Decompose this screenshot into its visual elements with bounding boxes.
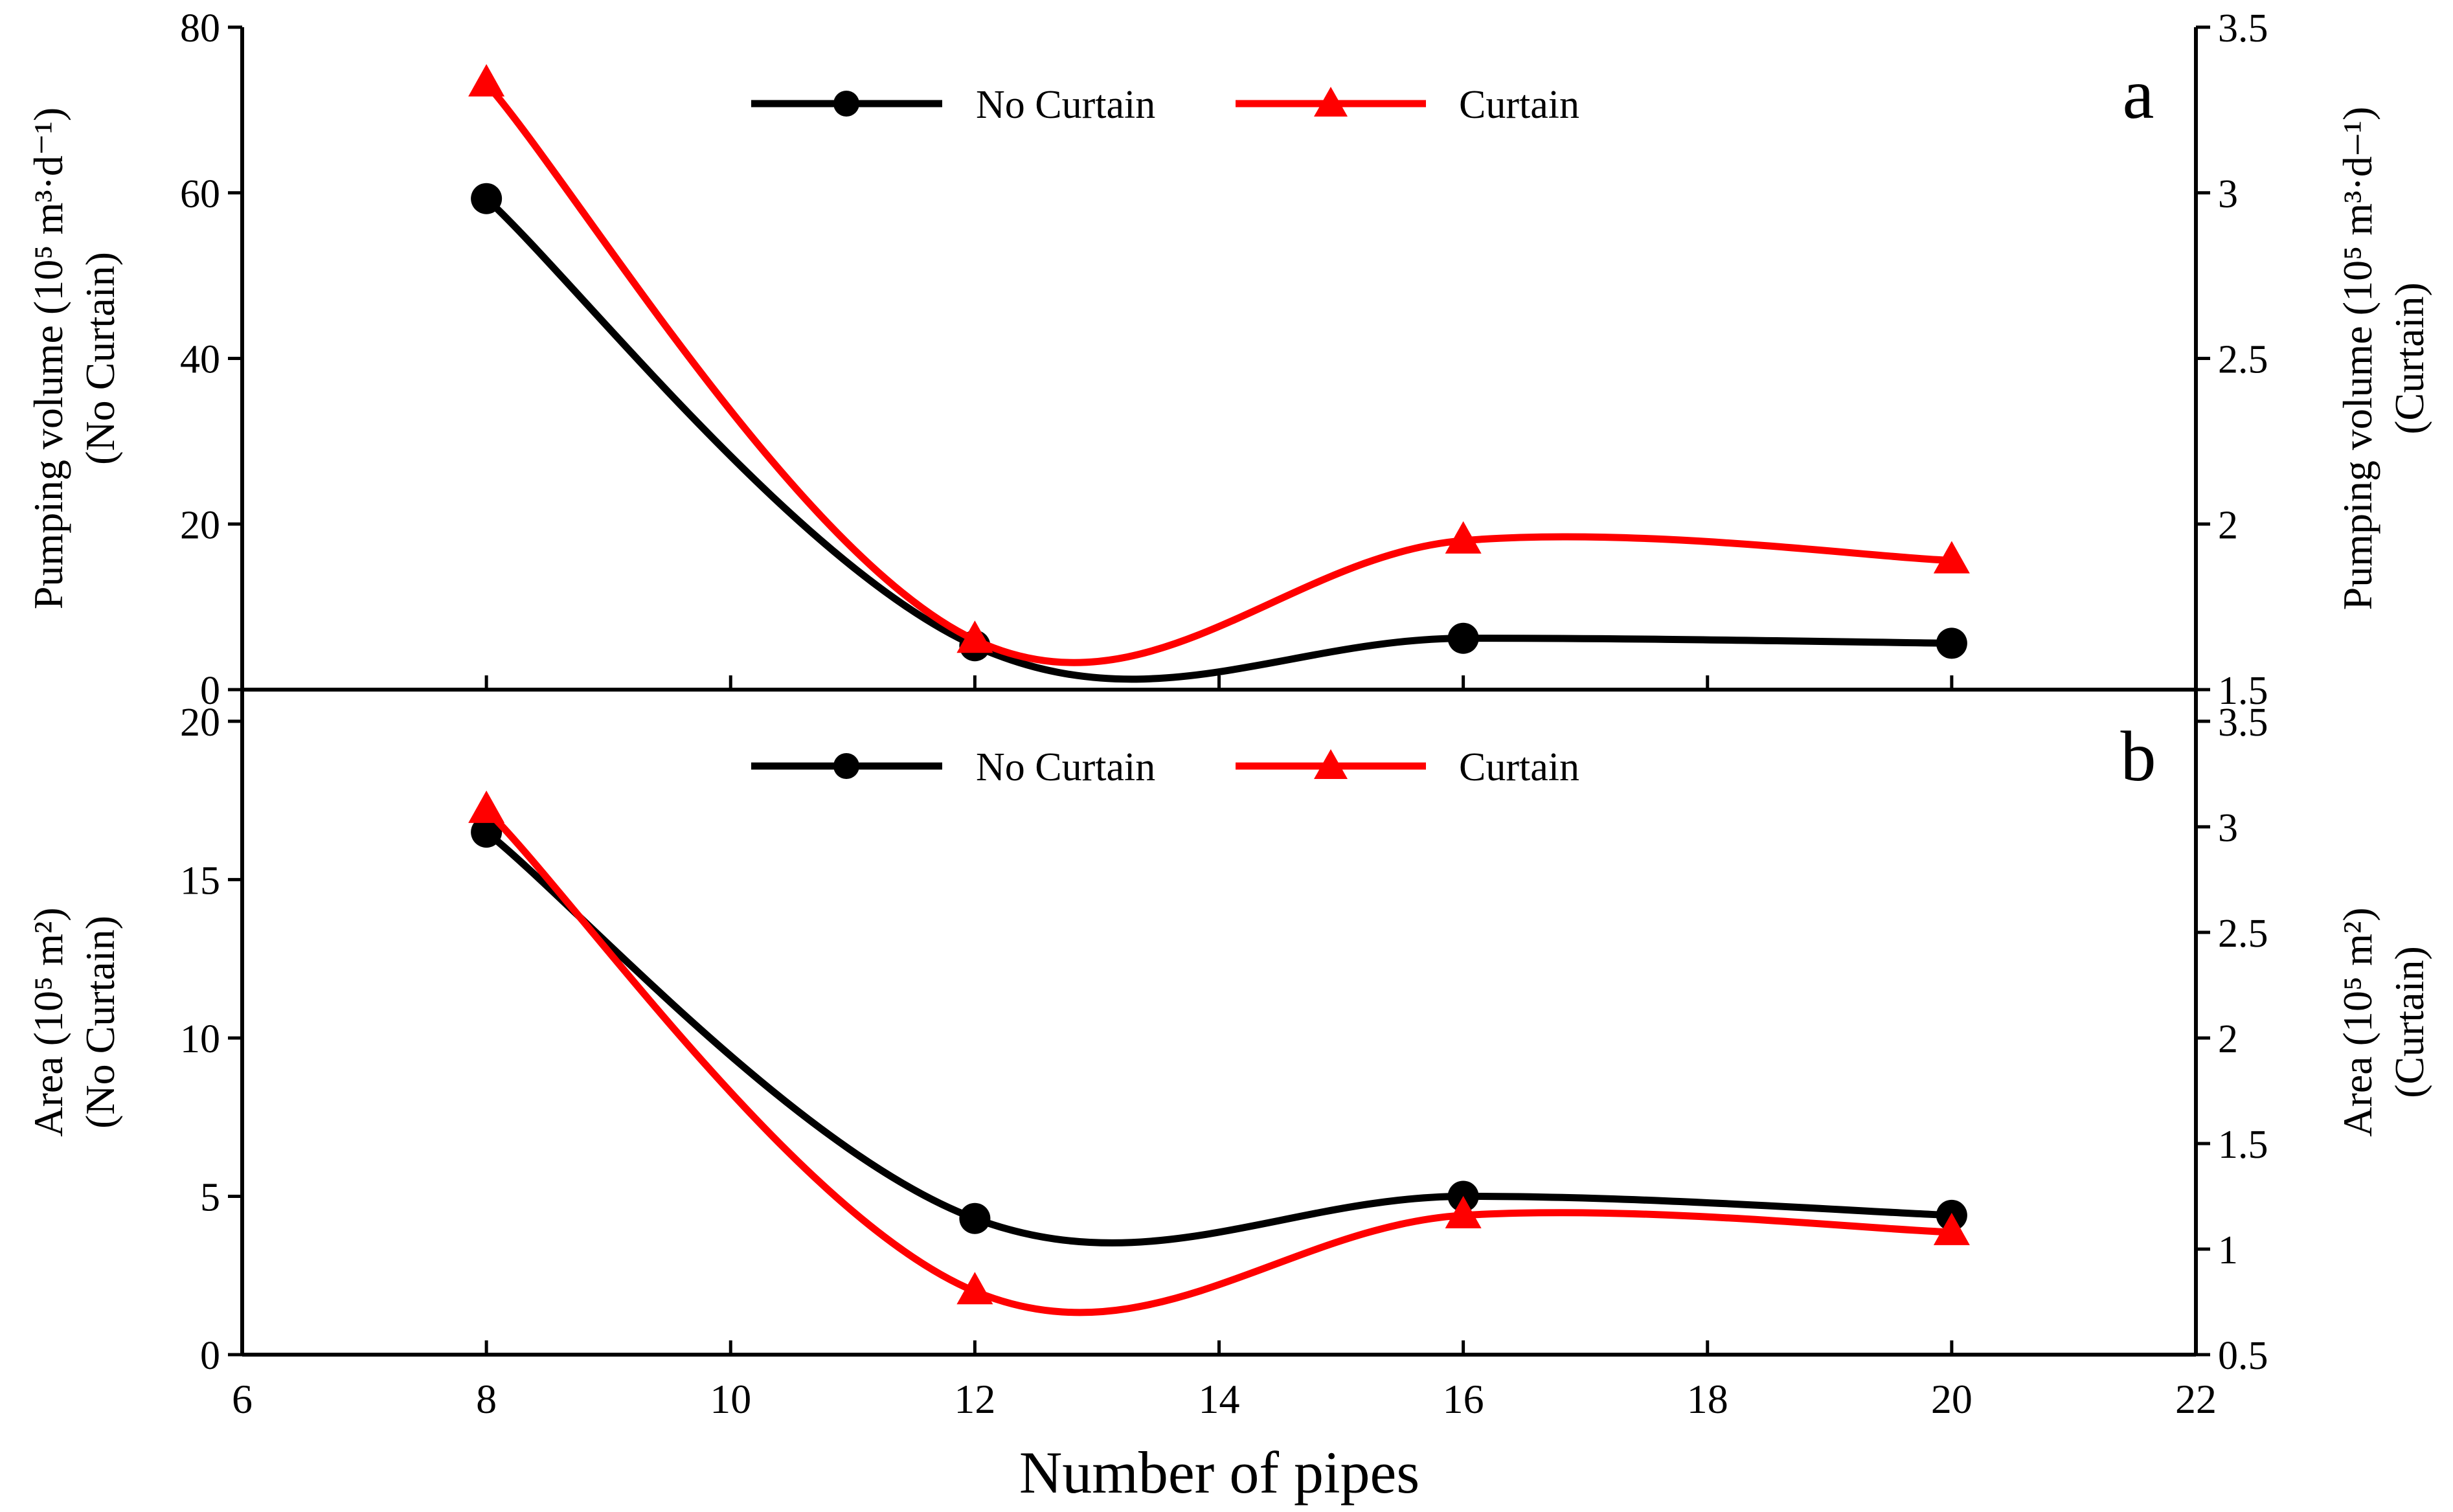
left-y-tick-label: 40 [180, 338, 220, 382]
data-point-curtain [956, 1272, 993, 1305]
right-axis-title: Area (10⁵ m²) [2334, 907, 2380, 1136]
data-point-no-curtain [959, 1202, 991, 1234]
series-line-no-curtain [482, 195, 1956, 683]
left-axis-subtitle: (No Curtain) [77, 916, 123, 1129]
right-axis-subtitle: (Curtain) [2386, 282, 2432, 434]
right-y-tick-label: 3 [2218, 172, 2238, 216]
x-tick-label: 12 [954, 1376, 995, 1422]
data-point-curtain [956, 620, 993, 653]
right-y-tick-label: 1 [2218, 1228, 2238, 1272]
right-y-tick-label: 1.5 [2218, 1123, 2268, 1167]
left-axis-title: Area (10⁵ m²) [25, 907, 71, 1136]
right-axis-title: Pumping volume (10⁵ m³·d−¹) [2334, 107, 2380, 611]
x-axis-title: Number of pipes [1019, 1439, 1419, 1506]
data-point-curtain [1933, 541, 1970, 574]
legend-label-curtain: Curtain [1459, 745, 1579, 789]
left-y-tick-label: 0 [200, 1334, 220, 1378]
panel-label: a [2123, 54, 2154, 133]
data-point-curtain [1445, 521, 1482, 554]
left-y-tick-label: 20 [180, 701, 220, 745]
left-y-tick-label: 20 [180, 503, 220, 547]
legend-label-no-curtain: No Curtain [976, 745, 1155, 789]
right-y-tick-label: 3 [2218, 806, 2238, 850]
x-tick-label: 10 [710, 1376, 751, 1422]
left-axis-title: Pumping volume (10⁵ m³·d⁻¹) [25, 107, 71, 609]
data-point-no-curtain [471, 183, 503, 214]
series-line-curtain [482, 806, 1956, 1316]
right-y-tick-label: 2.5 [2218, 912, 2268, 956]
x-tick-label: 8 [476, 1376, 497, 1422]
left-y-tick-label: 10 [180, 1017, 220, 1061]
right-axis-subtitle: (Curtain) [2386, 946, 2432, 1098]
legend-marker-curtain [1314, 87, 1348, 117]
right-y-tick-label: 2 [2218, 503, 2238, 547]
series-line-curtain [482, 80, 1956, 666]
left-y-tick-label: 60 [180, 172, 220, 216]
x-tick-label: 14 [1199, 1376, 1240, 1422]
left-y-tick-label: 5 [200, 1175, 220, 1219]
right-y-tick-label: 2.5 [2218, 338, 2268, 382]
right-y-tick-label: 1.5 [2218, 669, 2268, 713]
x-tick-label: 18 [1687, 1376, 1728, 1422]
legend-marker-no-curtain [833, 91, 859, 117]
data-point-curtain [468, 790, 505, 823]
left-y-tick-label: 80 [180, 6, 220, 51]
data-point-curtain [1933, 1212, 1970, 1245]
legend-marker-no-curtain [833, 753, 859, 779]
legend-marker-curtain [1314, 749, 1348, 779]
left-y-tick-label: 0 [200, 669, 220, 713]
x-tick-label: 20 [1931, 1376, 1973, 1422]
data-point-no-curtain [1447, 622, 1479, 654]
panel-a: 0 20 40 60 80 1.5 2 2.5 3 3.5 Pumping volume (10⁵ … [25, 6, 2432, 713]
legend-label-curtain: Curtain [1459, 83, 1579, 127]
panel-label: b [2121, 717, 2156, 796]
left-axis-subtitle: (No Curtain) [77, 252, 123, 465]
x-tick-label: 16 [1443, 1376, 1484, 1422]
right-y-tick-label: 2 [2218, 1017, 2238, 1061]
legend-label-no-curtain: No Curtain [976, 83, 1155, 127]
right-y-tick-label: 0.5 [2218, 1334, 2268, 1378]
x-tick-label: 22 [2175, 1376, 2217, 1422]
data-point-no-curtain [471, 817, 503, 848]
left-y-tick-label: 15 [180, 859, 220, 903]
right-y-tick-label: 3.5 [2218, 701, 2268, 745]
series-line-no-curtain [482, 828, 1956, 1247]
x-tick-label: 6 [232, 1376, 253, 1422]
data-point-curtain [468, 63, 505, 96]
data-point-curtain [1445, 1195, 1482, 1228]
data-point-no-curtain [1936, 627, 1967, 659]
right-y-tick-label: 3.5 [2218, 6, 2268, 51]
